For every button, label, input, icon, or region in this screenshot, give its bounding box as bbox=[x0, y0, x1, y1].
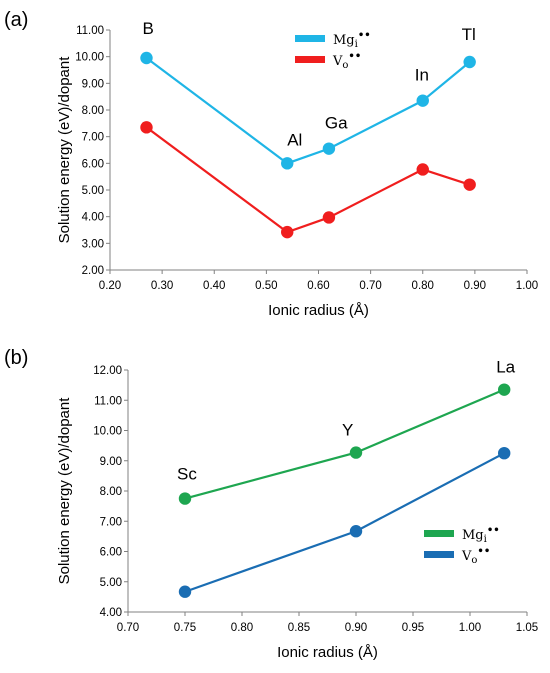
x-tick-label: 0.60 bbox=[307, 280, 329, 292]
y-tick-label: 7.00 bbox=[100, 516, 122, 528]
data-point bbox=[322, 211, 336, 224]
x-axis-title: Ionic radius (Å) bbox=[268, 302, 369, 319]
chart-panel-b: (b) 4.00 5.00 6.00 7.00 8.00 9.00 10.00 11.00 12.… bbox=[4, 347, 538, 661]
data-point bbox=[349, 446, 363, 459]
data-point bbox=[498, 383, 511, 396]
y-tick-label: 5.00 bbox=[82, 185, 104, 197]
data-point bbox=[322, 142, 336, 155]
point-label-ga: Ga bbox=[325, 114, 348, 133]
x-tick-label: 0.80 bbox=[231, 622, 253, 634]
x-axis-title: Ionic radius (Å) bbox=[277, 644, 378, 661]
x-tick-label: 0.20 bbox=[99, 280, 121, 292]
y-axis-title: Solution energy (eV)/dopant bbox=[56, 397, 73, 585]
data-point bbox=[281, 157, 294, 170]
data-point bbox=[349, 525, 363, 538]
data-point bbox=[463, 178, 476, 191]
y-tick-label: 8.00 bbox=[100, 486, 122, 498]
legend-subscript: i bbox=[484, 534, 487, 545]
y-tick-label: 6.00 bbox=[100, 547, 122, 559]
series-line-1 bbox=[184, 388, 505, 500]
y-tick-label: 3.00 bbox=[82, 238, 104, 250]
legend-swatch bbox=[424, 551, 454, 558]
panel-label: (a) bbox=[4, 9, 28, 31]
y-tick-label: 8.00 bbox=[82, 105, 104, 117]
y-tick-label: 2.00 bbox=[82, 265, 104, 277]
x-tick-label: 0.90 bbox=[345, 622, 367, 634]
x-tick-label: 0.95 bbox=[402, 622, 424, 634]
panel-label: (b) bbox=[4, 347, 28, 369]
x-tick-label: 0.75 bbox=[174, 622, 196, 634]
legend-entry-1: Mgi•• bbox=[333, 30, 371, 50]
legend-superscript: •• bbox=[487, 525, 500, 536]
legend-base: V bbox=[461, 549, 472, 564]
point-label-sc: Sc bbox=[177, 465, 197, 484]
data-point bbox=[463, 55, 476, 69]
x-tick-label: 1.05 bbox=[516, 622, 538, 634]
data-point bbox=[416, 163, 429, 176]
data-point bbox=[140, 121, 153, 134]
legend-base: V bbox=[332, 54, 343, 69]
y-tick-label: 11.00 bbox=[94, 395, 122, 407]
data-point bbox=[140, 51, 153, 65]
legend-base: Mg bbox=[462, 528, 484, 543]
x-tick-label: 0.40 bbox=[203, 280, 225, 292]
x-tick-label: 0.80 bbox=[412, 280, 434, 292]
legend-swatch bbox=[295, 35, 325, 42]
x-tick-label: 1.00 bbox=[516, 280, 538, 292]
y-axis-title: Solution energy (eV)/dopant bbox=[56, 56, 73, 244]
y-tick-label: 4.00 bbox=[82, 212, 104, 224]
series-line-2 bbox=[184, 452, 505, 593]
legend-subscript: o bbox=[471, 555, 477, 566]
data-point bbox=[416, 94, 429, 107]
data-point bbox=[178, 492, 192, 505]
legend-superscript: •• bbox=[348, 51, 361, 62]
y-tick-label: 4.00 bbox=[100, 607, 122, 619]
x-tick-label: 1.00 bbox=[459, 622, 481, 634]
legend-swatch bbox=[424, 530, 454, 537]
x-tick-label: 0.85 bbox=[288, 622, 310, 634]
y-tick-label: 12.00 bbox=[93, 365, 122, 377]
data-point bbox=[281, 225, 294, 239]
point-label-b: B bbox=[142, 19, 153, 38]
point-label-in: In bbox=[415, 66, 429, 85]
y-tick-label: 7.00 bbox=[82, 132, 104, 144]
y-tick-label: 10.00 bbox=[75, 52, 104, 64]
legend-entry-2: Vo•• bbox=[332, 51, 361, 71]
y-tick-label: 5.00 bbox=[100, 577, 122, 589]
point-label-la: La bbox=[496, 358, 515, 377]
y-tick-label: 6.00 bbox=[82, 158, 104, 170]
data-point bbox=[498, 446, 511, 460]
data-point bbox=[178, 585, 192, 598]
legend-swatch bbox=[295, 56, 325, 63]
legend-subscript: o bbox=[342, 60, 348, 71]
chart-panel-a: (a) 2.00 3.00 4.00 5.00 6.00 7.00 8.00 9.00 10.00… bbox=[4, 9, 538, 319]
point-label-y: Y bbox=[342, 421, 353, 440]
y-tick-label: 11.00 bbox=[76, 25, 104, 37]
y-tick-label: 9.00 bbox=[100, 456, 122, 468]
y-tick-label: 9.00 bbox=[82, 78, 104, 90]
legend-superscript: •• bbox=[358, 30, 371, 41]
legend-entry-1: Mgi•• bbox=[462, 525, 500, 545]
legend-base: Mg bbox=[333, 33, 355, 48]
x-tick-label: 0.30 bbox=[151, 280, 173, 292]
x-tick-label: 0.90 bbox=[464, 280, 486, 292]
x-tick-label: 0.70 bbox=[117, 622, 139, 634]
point-label-tl: Tl bbox=[462, 25, 476, 44]
legend-superscript: •• bbox=[477, 546, 490, 557]
series-line-2 bbox=[145, 126, 471, 234]
y-tick-label: 10.00 bbox=[93, 426, 122, 438]
x-tick-label: 0.70 bbox=[359, 280, 381, 292]
point-label-al: Al bbox=[287, 130, 302, 149]
x-tick-label: 0.50 bbox=[255, 280, 277, 292]
legend-subscript: i bbox=[355, 39, 358, 50]
legend-entry-2: Vo•• bbox=[461, 546, 490, 566]
